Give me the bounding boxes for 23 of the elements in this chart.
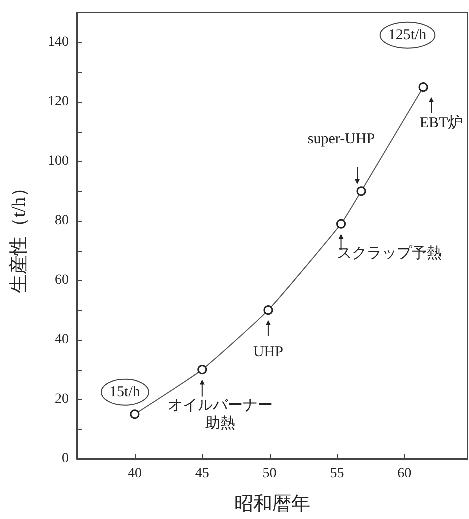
annotation: UHP bbox=[253, 344, 284, 360]
x-tick-label: 50 bbox=[262, 466, 277, 482]
y-tick-label: 140 bbox=[48, 35, 69, 50]
y-tick-label: 60 bbox=[55, 273, 69, 288]
annotation: スクラップ予熱 bbox=[336, 245, 442, 262]
annotation: 助熱 bbox=[205, 414, 236, 432]
annotation: オイルバーナー bbox=[168, 398, 273, 414]
annotation: 15t/h bbox=[110, 384, 141, 400]
y-tick-label: 80 bbox=[55, 214, 69, 229]
y-axis-title: 生産性（t/h） bbox=[8, 178, 30, 294]
annotation: EBT炉 bbox=[420, 114, 464, 132]
y-tick-label: 40 bbox=[55, 332, 69, 348]
y-tick-label: 0 bbox=[62, 452, 69, 466]
x-tick-label: 45 bbox=[195, 466, 210, 482]
x-tick-label: 40 bbox=[128, 466, 142, 482]
y-tick-label: 20 bbox=[55, 392, 69, 408]
x-tick-label: 55 bbox=[330, 466, 344, 482]
y-tick-label: 120 bbox=[48, 94, 69, 110]
x-axis-title: 昭和暦年 bbox=[234, 494, 310, 515]
annotation: super-UHP bbox=[308, 131, 376, 148]
annotation: 125t/h bbox=[388, 27, 428, 44]
y-tick-label: 100 bbox=[48, 154, 69, 170]
x-tick-label: 60 bbox=[398, 466, 412, 482]
